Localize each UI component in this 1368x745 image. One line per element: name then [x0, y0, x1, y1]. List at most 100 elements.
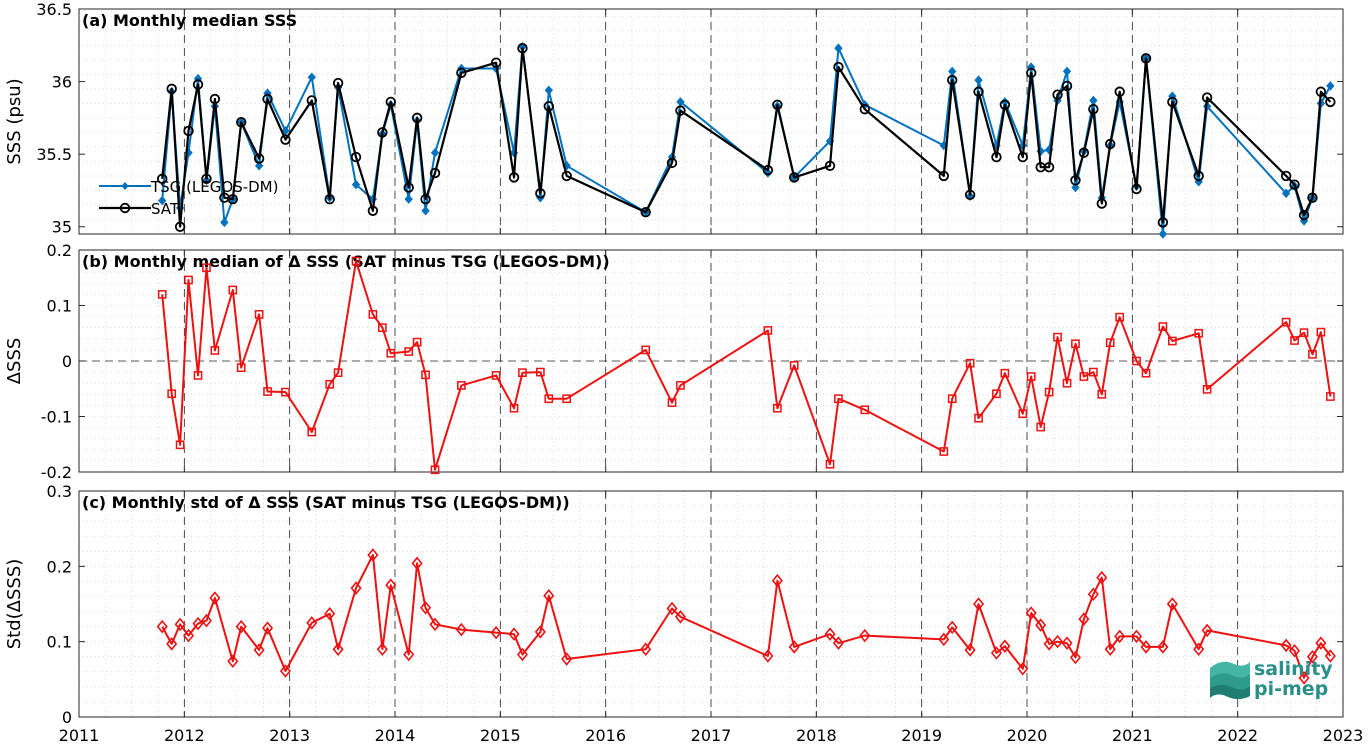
- data-point: [763, 326, 773, 335]
- data-point: [1026, 67, 1037, 79]
- data-point: [1089, 367, 1098, 377]
- data-point: [403, 182, 414, 193]
- data-point: [209, 93, 221, 105]
- data-point: [157, 290, 167, 299]
- data-point: [1140, 640, 1152, 654]
- data-point: [1114, 629, 1126, 644]
- data-point: [516, 647, 528, 662]
- data-point: [306, 616, 318, 630]
- data-point: [430, 465, 440, 475]
- data-point: [350, 581, 362, 595]
- data-point: [543, 588, 555, 603]
- data-point: [789, 172, 800, 183]
- data-point: [860, 405, 870, 415]
- data-point: [167, 389, 177, 399]
- data-point: [332, 642, 344, 656]
- data-point: [508, 627, 520, 641]
- ytick-label: 0.2: [47, 241, 72, 260]
- xtick-label: 2018: [796, 726, 837, 745]
- data-point: [193, 371, 203, 380]
- data-point: [351, 256, 361, 266]
- data-point: [202, 263, 211, 273]
- data-point: [227, 654, 239, 669]
- data-point: [833, 61, 844, 73]
- y-axis-label: Std(ΔSSS): [4, 559, 25, 650]
- data-point: [1071, 182, 1080, 193]
- data-point: [235, 619, 247, 634]
- data-point: [1193, 642, 1205, 656]
- data-point: [1290, 336, 1299, 345]
- data-point: [535, 188, 546, 199]
- data-point: [640, 642, 652, 656]
- data-point: [457, 381, 466, 390]
- data-point: [430, 147, 440, 158]
- xtick-label: 2021: [1112, 726, 1153, 745]
- data-point: [536, 367, 545, 377]
- data-point: [1087, 587, 1099, 601]
- data-point: [1044, 387, 1054, 397]
- data-point: [403, 647, 415, 662]
- data-point: [667, 398, 677, 407]
- y-axis-label: ΔSSS: [4, 338, 25, 385]
- data-point: [421, 206, 430, 216]
- xtick-label: 2017: [691, 726, 732, 745]
- data-point: [825, 459, 835, 469]
- data-point: [1052, 89, 1063, 100]
- data-point: [640, 207, 651, 218]
- data-point: [378, 323, 387, 333]
- data-point: [385, 96, 396, 108]
- data-point: [1324, 649, 1336, 663]
- xtick-label: 2015: [480, 726, 521, 745]
- data-point: [964, 643, 976, 657]
- data-point: [262, 621, 274, 635]
- data-point: [508, 172, 520, 183]
- panel-c: 0 0.1 0.2 0.3 2011 2012 2013 2014 2015 2016 2017 20…: [4, 482, 1363, 745]
- data-point: [1061, 80, 1073, 92]
- data-point: [534, 625, 546, 639]
- legend-marker-tsg: [121, 182, 129, 190]
- data-point: [1193, 170, 1204, 182]
- data-point: [332, 77, 344, 89]
- data-point: [517, 42, 528, 54]
- data-point: [948, 66, 957, 77]
- data-point: [490, 57, 502, 68]
- data-point: [1070, 175, 1081, 186]
- data-point: [1069, 650, 1081, 665]
- ytick-label: -0.2: [41, 463, 72, 482]
- data-point: [763, 168, 773, 178]
- data-point: [509, 403, 519, 413]
- data-point: [1017, 662, 1029, 676]
- logo-line2: pi-mep: [1254, 678, 1329, 700]
- data-point: [1298, 671, 1310, 685]
- data-point: [174, 617, 186, 632]
- data-point: [1315, 636, 1327, 650]
- data-point: [183, 125, 194, 137]
- legend-label-tsg: TSG (LEGOS-DM): [150, 178, 278, 196]
- data-point: [411, 112, 423, 124]
- data-point: [333, 368, 343, 378]
- data-point: [350, 151, 362, 163]
- data-point: [974, 75, 983, 85]
- data-point: [254, 310, 264, 319]
- data-point: [1201, 92, 1213, 103]
- data-point: [1036, 422, 1046, 432]
- data-point: [1316, 327, 1326, 337]
- data-point: [351, 179, 361, 190]
- data-point: [1096, 198, 1107, 209]
- data-point: [1289, 179, 1300, 190]
- data-point: [307, 72, 316, 82]
- data-point: [676, 381, 685, 390]
- data-point: [964, 189, 976, 201]
- data-point: [157, 173, 168, 185]
- data-point: [1043, 637, 1055, 651]
- data-point: [1043, 162, 1055, 173]
- data-point: [279, 664, 291, 678]
- data-point: [1025, 606, 1037, 620]
- data-point: [999, 99, 1011, 111]
- data-point: [1280, 638, 1292, 653]
- data-point: [376, 642, 388, 656]
- data-point: [307, 427, 317, 437]
- data-point: [253, 153, 265, 164]
- data-point: [990, 646, 1002, 660]
